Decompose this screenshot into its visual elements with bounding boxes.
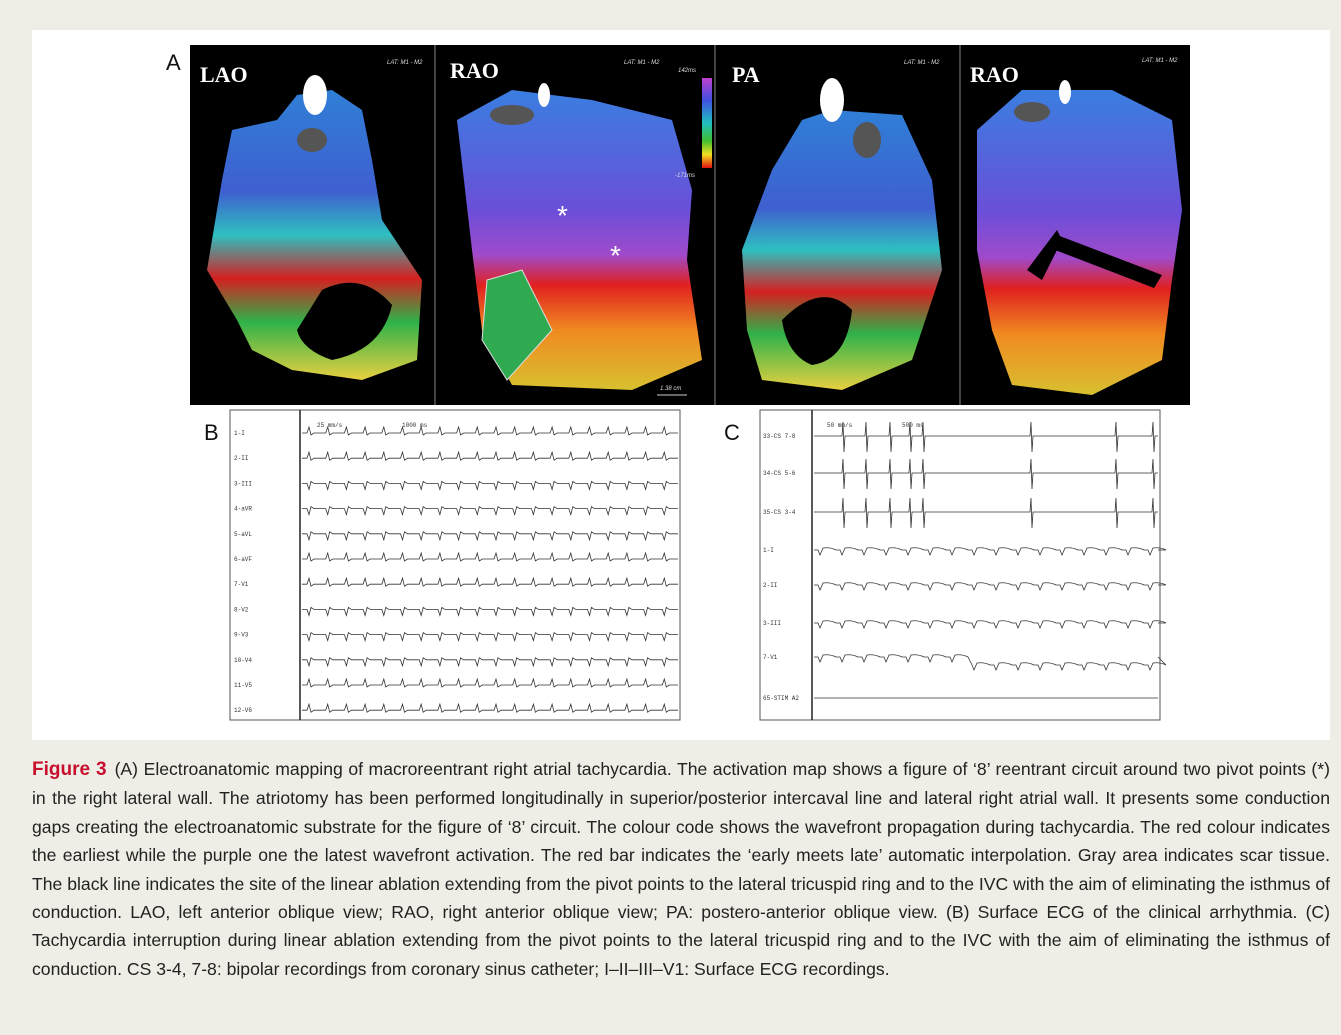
pivot-marker: * bbox=[610, 240, 621, 271]
map-header: LAT: M1 - M2 bbox=[1142, 58, 1178, 64]
scale-bar-label: 1.38 cm bbox=[660, 386, 681, 392]
lead-label: 8-V2 bbox=[234, 606, 249, 613]
lead-label: 7-V1 bbox=[234, 581, 249, 588]
lead-label: 4-aVR bbox=[234, 506, 252, 513]
map-header: LAT: M1 - M2 bbox=[387, 60, 423, 66]
view-label: RAO bbox=[970, 62, 1019, 87]
panel-label: B bbox=[204, 420, 219, 445]
lead-label: 34-CS 5-6 bbox=[763, 470, 796, 477]
lead-label: 10-V4 bbox=[234, 657, 252, 664]
pivot-marker: * bbox=[557, 200, 568, 231]
caption: Figure 3(A) Electroanatomic mapping of m… bbox=[32, 755, 1330, 983]
lead-label: 7-V1 bbox=[763, 654, 778, 661]
view-label: RAO bbox=[450, 58, 499, 83]
lead-label: 33-CS 7-8 bbox=[763, 433, 796, 440]
ecg-panel bbox=[230, 410, 680, 720]
interval: 500 ms bbox=[902, 422, 924, 429]
lead-label: 1-I bbox=[763, 547, 774, 554]
scale-max: 142ms bbox=[678, 68, 696, 74]
view-label: PA bbox=[732, 62, 760, 87]
lead-label: 9-V3 bbox=[234, 632, 249, 639]
ecg-panel bbox=[760, 410, 1160, 720]
paper-speed: 25 mm/s bbox=[317, 422, 343, 429]
panel-label: A bbox=[166, 50, 181, 75]
lead-label: 3-III bbox=[763, 620, 781, 627]
panel-label: C bbox=[724, 420, 740, 445]
lead-label: 6-aVF bbox=[234, 556, 252, 563]
lead-label: 2-II bbox=[763, 582, 777, 589]
interval: 1000 ms bbox=[402, 422, 428, 429]
lead-label: 3-III bbox=[234, 480, 252, 487]
caption-label: Figure 3 bbox=[32, 759, 107, 780]
map-header: LAT: M1 - M2 bbox=[904, 60, 940, 66]
color-scale bbox=[702, 78, 712, 168]
activation-map bbox=[977, 90, 1182, 395]
figure: * * LAO RAO PA RAO LAT: M1 - M2 LAT: M1 … bbox=[32, 30, 1330, 740]
page: {"figure":{ "panel_labels":["A","B","C"]… bbox=[0, 0, 1341, 1035]
lead-label: 12-V6 bbox=[234, 707, 252, 714]
scale-min: -171ms bbox=[675, 173, 695, 179]
lead-label: 2-II bbox=[234, 455, 248, 462]
lead-label: 11-V5 bbox=[234, 682, 252, 689]
figure-art: * * LAO RAO PA RAO LAT: M1 - M2 LAT: M1 … bbox=[32, 30, 1330, 740]
view-label: LAO bbox=[200, 62, 248, 87]
caption-text: (A) Electroanatomic mapping of macroreen… bbox=[32, 759, 1330, 979]
lead-label: 5-aVL bbox=[234, 531, 252, 538]
lead-label: 1-I bbox=[234, 430, 245, 437]
lead-label: 65-STIM A2 bbox=[763, 695, 799, 702]
map-header: LAT: M1 - M2 bbox=[624, 60, 660, 66]
lead-label: 35-CS 3-4 bbox=[763, 509, 796, 516]
paper-speed: 50 mm/s bbox=[827, 422, 853, 429]
